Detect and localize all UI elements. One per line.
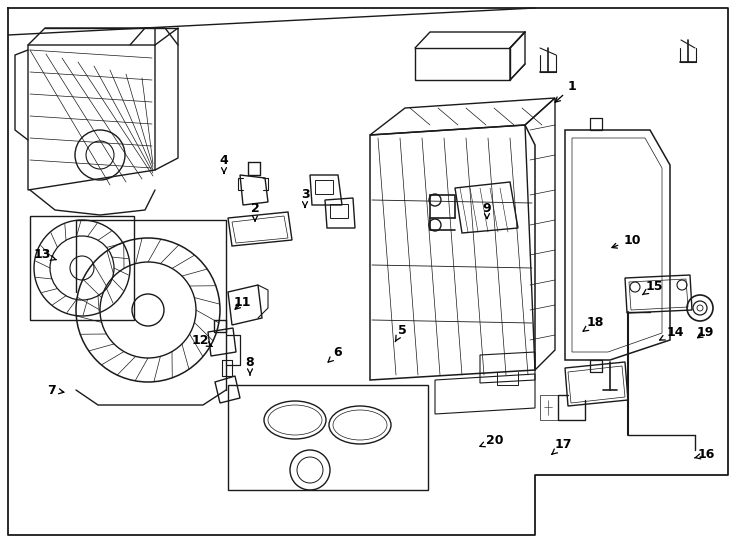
Bar xyxy=(315,180,333,194)
Text: 10: 10 xyxy=(612,233,641,248)
Text: 3: 3 xyxy=(301,188,309,207)
Text: 14: 14 xyxy=(660,326,684,340)
Text: 4: 4 xyxy=(219,154,228,173)
Text: 17: 17 xyxy=(552,438,572,455)
Bar xyxy=(228,385,428,490)
Text: 12: 12 xyxy=(192,334,212,347)
Text: 15: 15 xyxy=(642,280,663,295)
Text: 19: 19 xyxy=(697,327,713,340)
Bar xyxy=(30,216,134,320)
Text: 5: 5 xyxy=(395,323,407,342)
Text: 20: 20 xyxy=(480,434,504,447)
Text: 2: 2 xyxy=(250,201,259,221)
Bar xyxy=(330,204,348,218)
Text: 9: 9 xyxy=(483,201,491,219)
Text: 11: 11 xyxy=(233,296,251,309)
Text: 7: 7 xyxy=(48,383,64,396)
Text: 1: 1 xyxy=(555,80,576,102)
Text: 18: 18 xyxy=(583,316,603,332)
Text: 13: 13 xyxy=(33,248,57,261)
Text: 6: 6 xyxy=(328,347,342,362)
Text: 8: 8 xyxy=(246,356,254,375)
Text: 16: 16 xyxy=(694,449,715,462)
